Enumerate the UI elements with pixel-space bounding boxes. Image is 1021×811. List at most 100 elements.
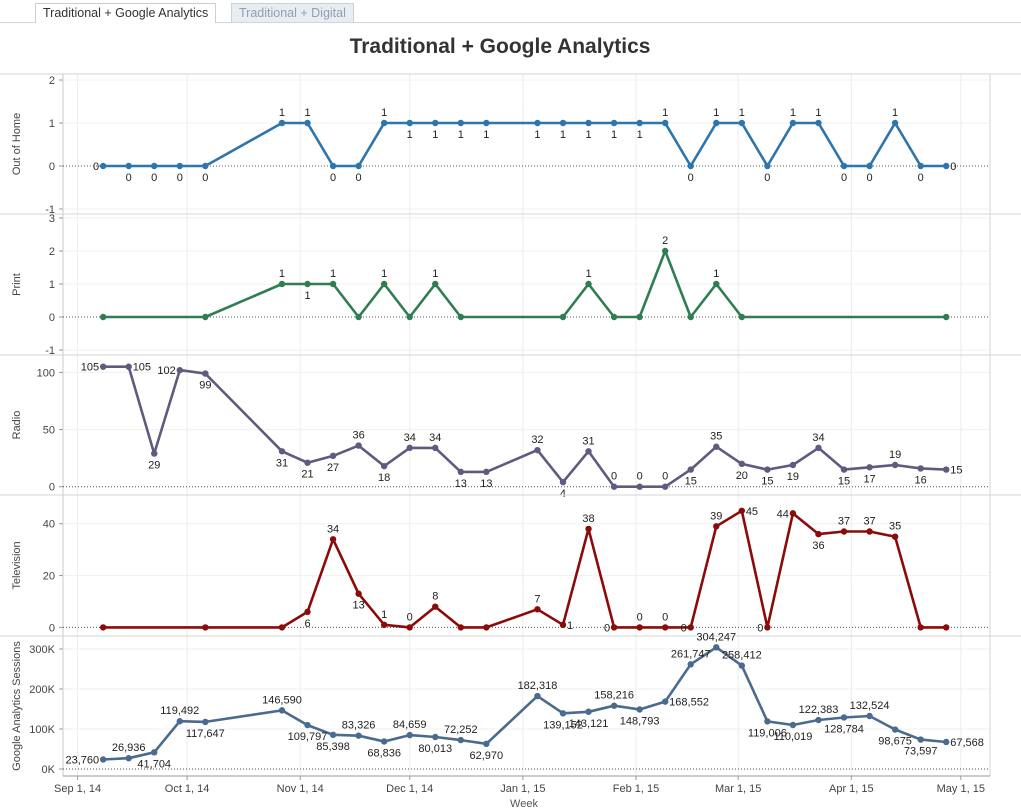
data-point	[304, 119, 311, 127]
data-point	[278, 448, 286, 455]
data-point	[406, 444, 413, 452]
y-tick-label: 1	[49, 279, 55, 291]
data-point	[764, 624, 771, 631]
data-point	[738, 119, 746, 127]
data-label: 36	[352, 430, 364, 442]
data-label: 45	[746, 506, 758, 518]
data-label: 17	[863, 473, 875, 485]
data-point	[891, 533, 899, 540]
series-line	[103, 121, 947, 168]
data-point	[483, 624, 490, 631]
data-point	[278, 707, 286, 714]
x-tick-label: Mar 1, 15	[715, 783, 761, 795]
data-label: 34	[812, 432, 824, 444]
data-label: 8	[432, 591, 438, 603]
data-point	[457, 313, 465, 321]
data-point	[483, 740, 490, 748]
data-point	[432, 119, 439, 127]
data-label: 0	[662, 471, 668, 483]
data-label: 1	[432, 268, 438, 280]
data-label: 31	[582, 435, 594, 447]
data-label: 1	[815, 107, 821, 119]
data-point	[457, 624, 465, 631]
data-point	[278, 624, 286, 631]
data-label: 1	[304, 290, 310, 302]
data-label: 62,970	[470, 750, 504, 762]
data-point	[202, 624, 209, 631]
data-label: 110,019	[773, 731, 812, 743]
data-label: 85,398	[316, 741, 350, 753]
data-label: 0	[611, 471, 617, 483]
data-point	[661, 698, 669, 705]
data-label: 35	[889, 521, 901, 533]
data-point	[176, 366, 183, 374]
data-point	[278, 119, 286, 127]
y-tick-label: -1	[45, 204, 55, 216]
panel-print: -1 0 1 2 3 Print 1 1 1 1 1 1 2 1	[0, 213, 1021, 357]
data-point	[559, 313, 567, 321]
data-point	[329, 280, 337, 288]
data-label: 23,760	[65, 754, 99, 766]
data-point	[99, 363, 107, 370]
data-point	[151, 749, 158, 756]
data-point	[789, 721, 797, 729]
data-point	[406, 119, 413, 127]
data-label: 1	[790, 107, 796, 119]
y-tick-label: 0	[49, 622, 55, 634]
data-point	[815, 444, 822, 452]
data-point	[610, 702, 618, 709]
data-point	[355, 732, 362, 739]
data-label: 13	[352, 600, 364, 612]
data-label: 21	[301, 469, 313, 481]
data-label: 158,216	[594, 690, 634, 702]
data-point	[125, 363, 132, 370]
panel-radio: 0 50 100 Radio 105 105 29 102 99 31 21 27 36 18 34 34 13…	[0, 354, 1021, 500]
data-label: 122,383	[799, 704, 839, 716]
data-point	[585, 280, 592, 288]
data-label: 34	[327, 523, 339, 535]
panel-out-of-home: -1 0 1 2 Out of Home 0 0 0 0 0 1 1 0 0 1 1 1 1 1 1 1 1 1 1 1 0 1 1 0…	[0, 73, 1021, 216]
series-line	[103, 365, 947, 489]
panel-television: 0 20 40 Television 6 34 13 1 0 8 7 1 38 0 0 0 0 39 45 0 44 36…	[0, 494, 1021, 636]
y-tick-label: 0	[49, 161, 55, 173]
data-label: 15	[761, 476, 773, 488]
data-label: 29	[148, 460, 160, 472]
data-point	[99, 313, 107, 321]
data-label: 83,326	[342, 720, 376, 732]
data-point	[585, 448, 592, 455]
data-label: 4	[560, 488, 566, 500]
data-point	[713, 644, 720, 651]
data-label: 132,524	[850, 700, 890, 712]
data-label: 1	[381, 107, 387, 119]
data-label: 19	[889, 449, 901, 461]
data-point	[585, 119, 592, 127]
data-point	[636, 624, 643, 631]
data-point	[151, 162, 158, 170]
data-label: 68,836	[367, 747, 401, 759]
data-point	[815, 716, 822, 724]
data-label: 117,647	[186, 728, 225, 740]
data-label: 139,152	[543, 719, 583, 731]
data-point	[99, 756, 107, 763]
data-label: 0	[688, 172, 694, 184]
y-tick-label: 1	[49, 118, 55, 130]
data-point	[713, 523, 720, 530]
data-point	[380, 621, 388, 629]
data-point	[432, 444, 439, 452]
data-point	[278, 280, 286, 288]
data-point	[891, 461, 899, 469]
data-point	[380, 119, 388, 127]
data-label: 0	[151, 172, 157, 184]
data-point	[380, 738, 388, 745]
data-point	[329, 731, 337, 739]
tab-traditional-digital[interactable]: Traditional + Digital	[231, 3, 354, 22]
data-label: 119,006	[748, 727, 787, 739]
tab-traditional-google-analytics[interactable]: Traditional + Google Analytics	[35, 3, 217, 23]
data-point	[355, 313, 362, 321]
data-label: 27	[327, 462, 339, 474]
data-label: 1	[483, 129, 489, 141]
data-point	[202, 313, 209, 321]
data-point	[329, 536, 337, 543]
data-point	[202, 718, 209, 726]
